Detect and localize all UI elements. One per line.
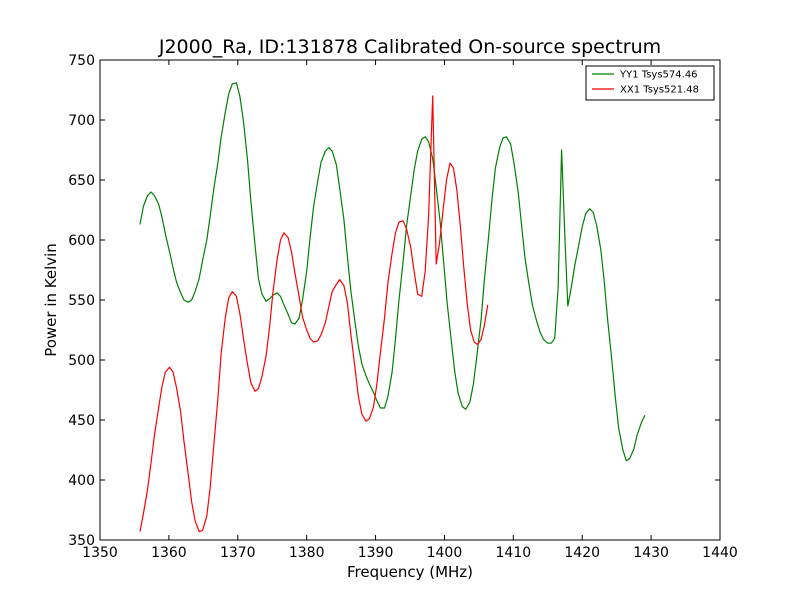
series-line-yy1: [139, 82, 646, 462]
y-tick-label: 500: [68, 353, 95, 369]
x-tick-label: 1430: [633, 545, 669, 561]
y-tick-label: 700: [68, 113, 95, 129]
x-tick-label: 1350: [82, 545, 118, 561]
series-line-xx1: [139, 95, 489, 533]
legend: YY1 Tsys574.46 XX1 Tsys521.48: [585, 65, 715, 101]
y-tick-label: 350: [68, 533, 95, 549]
x-tick-label: 1380: [289, 545, 325, 561]
y-tick-label: 600: [68, 233, 95, 249]
legend-label-yy1: YY1 Tsys574.46: [619, 70, 698, 81]
y-tick-label: 400: [68, 473, 95, 489]
x-tick-label: 1440: [702, 545, 738, 561]
plot-area: 1350 1360 1370 1380 1390 1400 1410 1420 1430 1440…: [68, 53, 738, 561]
y-axis-label: Power in Kelvin: [42, 243, 60, 357]
y-tick-label: 550: [68, 293, 95, 309]
x-tick-label: 1390: [358, 545, 394, 561]
x-tick-label: 1420: [564, 545, 600, 561]
y-tick-label: 750: [68, 53, 95, 69]
x-tick-label: 1400: [427, 545, 463, 561]
legend-label-xx1: XX1 Tsys521.48: [620, 85, 699, 96]
y-tick-label: 450: [68, 413, 95, 429]
y-tick-label: 650: [68, 173, 95, 189]
x-axis-label: Frequency (MHz): [347, 563, 473, 581]
chart-title: J2000_Ra, ID:131878 Calibrated On-source…: [158, 36, 661, 58]
x-tick-label: 1360: [151, 545, 187, 561]
x-tick-label: 1370: [220, 545, 256, 561]
legend-frame: [585, 65, 715, 101]
x-tick-label: 1410: [496, 545, 532, 561]
